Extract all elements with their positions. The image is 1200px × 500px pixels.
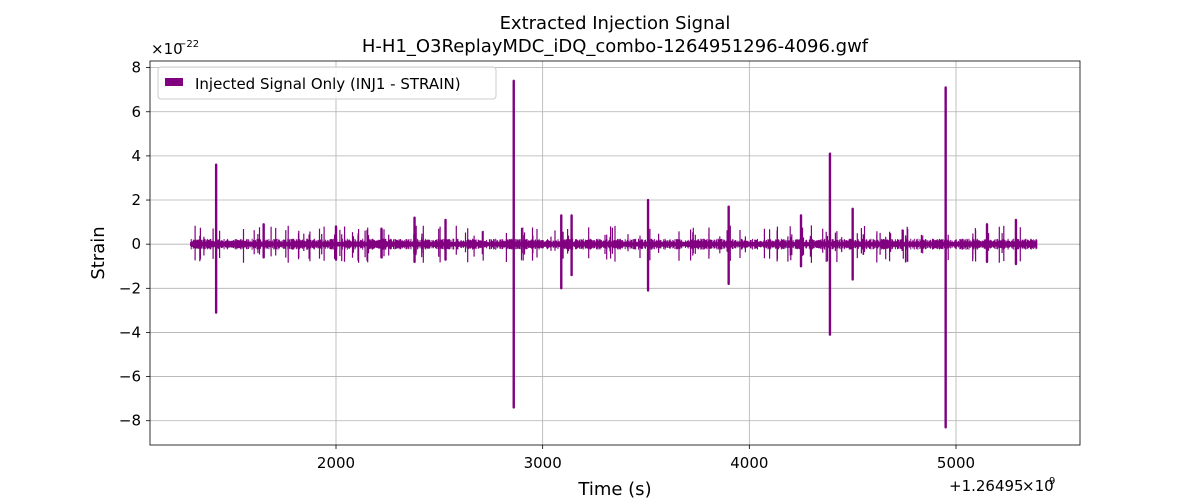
legend-swatch [165,78,183,86]
signal-baseline [190,238,1038,250]
x-tick-label: 4000 [730,454,768,472]
svg-text:×10: ×10 [151,40,183,58]
y-axis-label: Strain [88,226,109,279]
signal-series [190,79,1038,429]
signal-glitches [194,225,1021,263]
svg-text:−22: −22 [178,39,199,50]
y-tick-label: −8 [119,412,141,430]
y-tick-label: 2 [131,191,141,209]
legend-entry: Injected Signal Only (INJ1 - STRAIN) [195,75,461,93]
y-tick-label: 6 [131,103,141,121]
plot-area: 2000 3000 4000 5000 −8 −6 −4 −2 0 2 4 6 8 [119,59,1081,472]
svg-text:9: 9 [1049,476,1055,487]
svg-text:×10: ×10 [1022,477,1054,495]
x-tick-label: 5000 [937,454,975,472]
y-scale-label: ×10 −22 [151,39,199,58]
y-tick-label: −2 [119,279,141,297]
y-tick-label: −6 [119,368,141,386]
y-tick-label: −4 [119,323,141,341]
chart-title-line2: H-H1_O3ReplayMDC_iDQ_combo-1264951296-40… [362,36,869,57]
ticks: 2000 3000 4000 5000 −8 −6 −4 −2 0 2 4 6 8 [119,59,975,472]
x-axis-label: Time (s) [577,479,651,500]
x-offset-label: +1.26495 ×10 9 [949,476,1055,495]
legend: Injected Signal Only (INJ1 - STRAIN) [157,66,497,100]
plot-frame [149,60,1081,446]
x-tick-label: 2000 [317,454,355,472]
legend-box [157,66,497,100]
svg-text:+1.26495: +1.26495 [949,477,1024,495]
y-tick-label: 8 [131,59,141,77]
y-tick-label: 0 [131,235,141,253]
chart-title-line1: Extracted Injection Signal [500,13,731,34]
y-tick-label: 4 [131,147,141,165]
x-tick-label: 3000 [524,454,562,472]
